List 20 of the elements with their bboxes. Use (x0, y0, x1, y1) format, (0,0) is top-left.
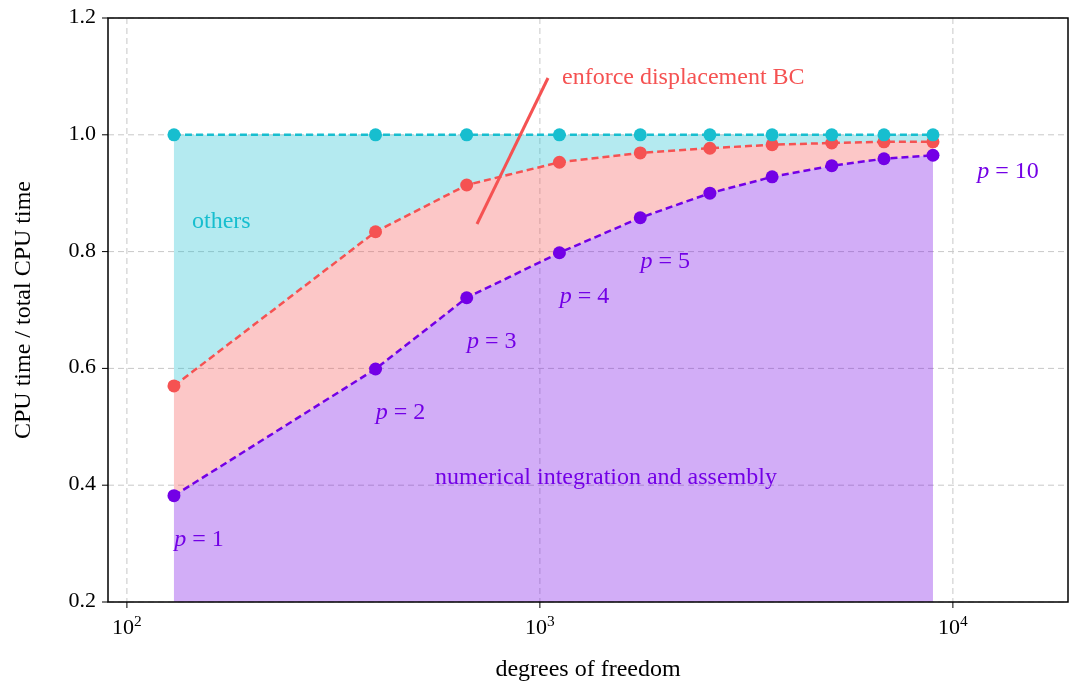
y-tick-label: 0.2 (68, 587, 96, 613)
annotation: p = 1 (172, 524, 224, 551)
series-label: numerical integration and assembly (435, 462, 777, 489)
x-tick-label: 10$^{3}$ (525, 611, 556, 639)
annotation: p = 2 (373, 397, 426, 424)
series-label: others (192, 206, 251, 233)
y-tick-label: 0.6 (68, 353, 96, 379)
annotation: p = 3 (464, 326, 517, 353)
y-tick-label: 1.2 (68, 3, 96, 29)
y-tick-label: 0.8 (68, 236, 96, 262)
y-tick-label: 0.4 (68, 470, 96, 496)
annotation: p = 10 (975, 156, 1039, 183)
text: enforce displacement BC (562, 62, 805, 89)
annotation: p = 5 (638, 246, 691, 273)
x-tick-label: 10$^{2}$ (112, 611, 142, 639)
x-tick-label: 10$^{4}$ (938, 611, 969, 639)
y-axis-title: CPU time / total CPU time (9, 180, 35, 440)
x-axis-title: degrees of freedom (495, 655, 681, 681)
y-tick-label: 1.0 (68, 119, 96, 145)
annotation: p = 4 (557, 281, 610, 308)
